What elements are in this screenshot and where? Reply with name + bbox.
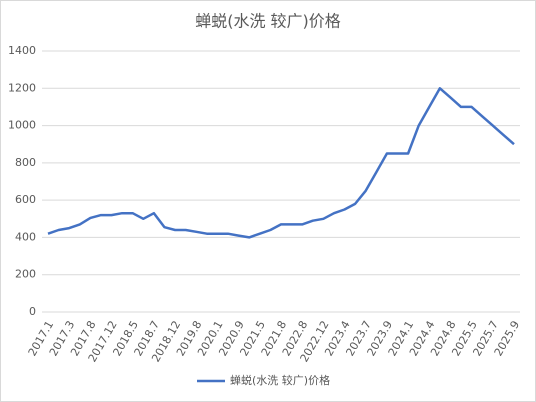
y-tick-label: 1000 [8, 119, 36, 132]
y-tick-label: 800 [15, 156, 36, 169]
y-tick-label: 400 [15, 230, 36, 243]
y-tick-label: 0 [29, 305, 36, 318]
series-line [47, 87, 515, 239]
y-tick-label: 1200 [8, 81, 36, 94]
y-tick-label: 1400 [8, 44, 36, 57]
y-tick-label: 200 [15, 268, 36, 281]
y-tick-label: 600 [15, 193, 36, 206]
chart-title: 蝉蜕(水洗 较广)价格 [195, 12, 341, 31]
legend-label: 蝉蜕(水洗 较广)价格 [230, 373, 330, 387]
